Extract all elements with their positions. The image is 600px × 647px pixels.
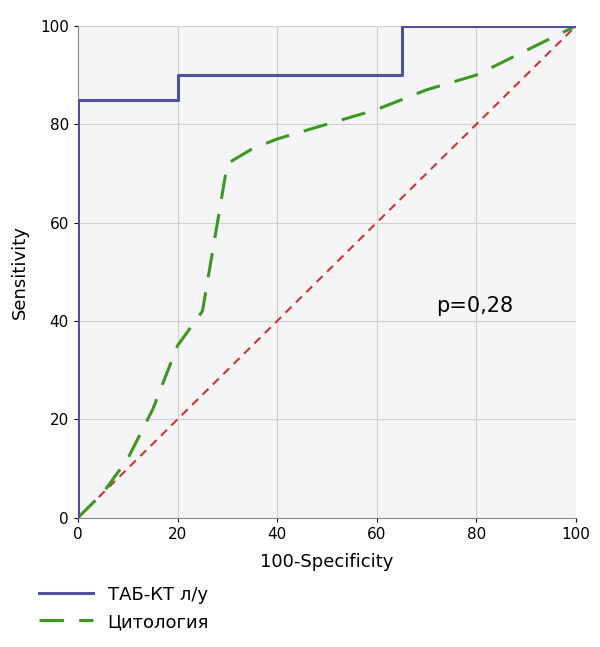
Legend: ТАБ-КТ л/у, Цитология: ТАБ-КТ л/у, Цитология (39, 586, 209, 631)
Y-axis label: Sensitivity: Sensitivity (11, 225, 29, 319)
Text: p=0,28: p=0,28 (437, 296, 514, 316)
X-axis label: 100-Specificity: 100-Specificity (260, 553, 394, 571)
